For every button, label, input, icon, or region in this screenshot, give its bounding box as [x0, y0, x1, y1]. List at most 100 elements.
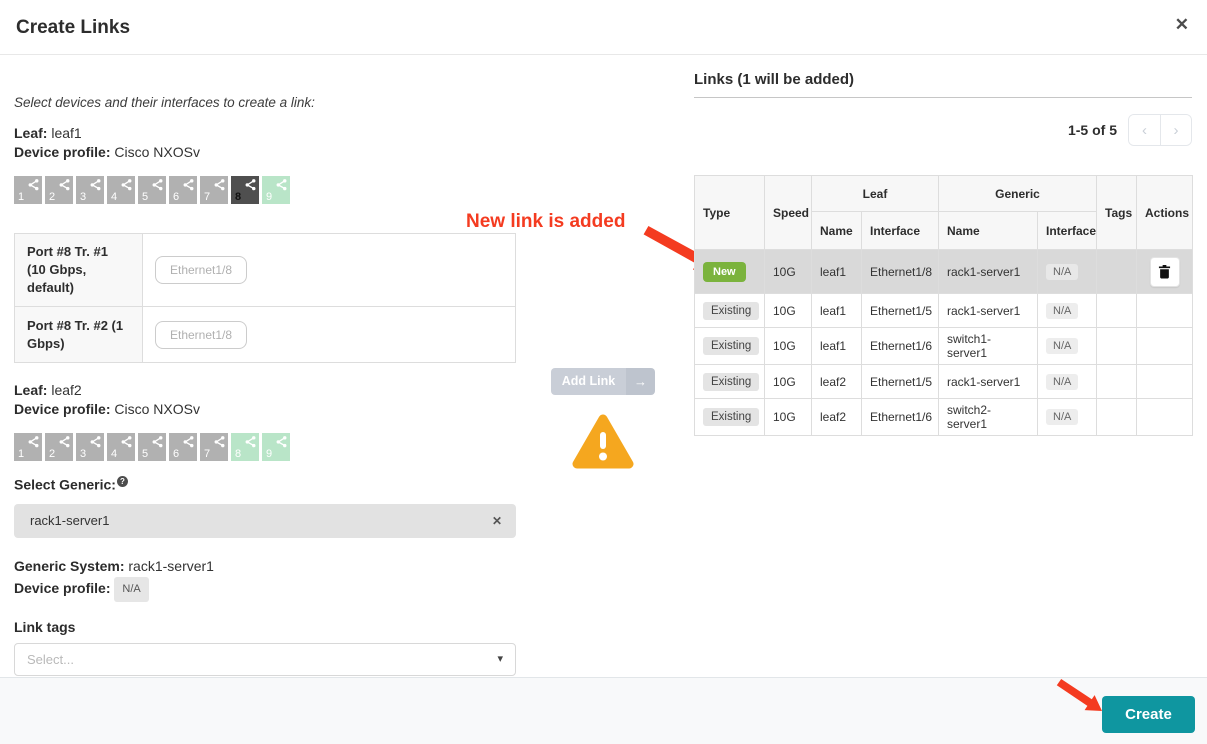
port-number: 9 [266, 448, 273, 460]
port-box-5[interactable]: 5 [138, 433, 166, 461]
pagination-range: 1-5 of 5 [1067, 122, 1117, 138]
port-box-7[interactable]: 7 [200, 176, 228, 204]
links-panel-title: Links (1 will be added) [694, 71, 1192, 98]
leaf2-info: Leaf: leaf2 Device profile: Cisco NXOSv [14, 381, 516, 419]
port-box-8[interactable]: 8 [231, 176, 259, 204]
port-number: 2 [49, 448, 56, 460]
col-group-leaf: Leaf [811, 175, 939, 212]
port-box-1[interactable]: 1 [14, 176, 42, 204]
port-box-6[interactable]: 6 [169, 176, 197, 204]
cell-generic-name: switch2-server1 [938, 398, 1038, 436]
interface-pill-tr2[interactable]: Ethernet1/8 [155, 320, 248, 349]
next-page-icon[interactable]: › [1160, 115, 1191, 145]
cell-tags [1096, 293, 1138, 328]
port-box-4[interactable]: 4 [107, 176, 135, 204]
form-instructions: Select devices and their interfaces to c… [14, 95, 315, 110]
link-tags-label: Link tags [14, 618, 76, 635]
cell-leaf-name: leaf2 [811, 398, 862, 436]
cell-type: Existing [694, 293, 765, 328]
port-number: 4 [111, 448, 118, 460]
port-box-7[interactable]: 7 [200, 433, 228, 461]
link-table-row: Existing 10G leaf2 Ethernet1/5 rack1-server1… [694, 364, 1194, 399]
cell-speed: 10G [764, 293, 812, 328]
annotation-text: New link is added [466, 211, 626, 232]
add-link-button[interactable]: Add Link → [551, 368, 655, 395]
col-header-tags: Tags [1096, 175, 1138, 250]
leaf2-profile-label: Device profile: [14, 401, 111, 417]
port-box-9[interactable]: 9 [262, 176, 290, 204]
col-header-generic-name: Name [938, 211, 1038, 250]
na-badge: N/A [1046, 373, 1079, 390]
share-nodes-icon [276, 179, 287, 191]
port-box-3[interactable]: 3 [76, 176, 104, 204]
cell-leaf-interface: Ethernet1/6 [861, 398, 939, 436]
port-number: 1 [18, 191, 25, 203]
create-button[interactable]: Create [1102, 696, 1195, 733]
col-header-leaf-name: Name [811, 211, 862, 250]
share-nodes-icon [121, 436, 132, 448]
leaf2-value: leaf2 [51, 382, 82, 398]
help-icon: ? [116, 476, 128, 487]
cell-actions [1136, 327, 1194, 365]
link-table-row: Existing 10G leaf1 Ethernet1/6 switch1-serve… [694, 327, 1194, 365]
col-header-generic-interface: Interface [1036, 211, 1098, 250]
port-box-5[interactable]: 5 [138, 176, 166, 204]
cell-generic-name: switch1-server1 [938, 327, 1038, 365]
cell-tags [1096, 398, 1138, 436]
port-box-6[interactable]: 6 [169, 433, 197, 461]
share-nodes-icon [214, 179, 225, 191]
pagination-buttons: ‹ › [1128, 114, 1192, 146]
port-number: 6 [173, 448, 180, 460]
link-table-row: Existing 10G leaf1 Ethernet1/5 rack1-server1… [694, 293, 1194, 328]
col-header-leaf-interface: Interface [861, 211, 939, 250]
links-table: Type Speed Leaf Generic Tags Actions Nam… [694, 175, 1194, 436]
port-box-2[interactable]: 2 [45, 433, 73, 461]
generic-system-input[interactable]: rack1-server1 ✕ [14, 503, 516, 538]
port-number: 8 [235, 191, 242, 203]
transformation-label: Port #8 Tr. #1 (10 Gbps, default) [14, 233, 143, 307]
interface-pill-tr1[interactable]: Ethernet1/8 [155, 256, 248, 284]
clear-icon[interactable]: ✕ [492, 504, 502, 538]
cell-actions [1136, 293, 1194, 328]
share-nodes-icon [152, 179, 163, 191]
close-icon[interactable]: ✕ [1174, 15, 1189, 34]
port-box-1[interactable]: 1 [14, 433, 42, 461]
leaf1-value: leaf1 [51, 125, 82, 141]
port-box-9[interactable]: 9 [262, 433, 290, 461]
cell-speed: 10G [764, 398, 812, 436]
link-tags-placeholder: Select... [27, 651, 74, 667]
transformation-row: Port #8 Tr. #2 (1 Gbps) Ethernet1/8 [14, 306, 516, 363]
port-box-3[interactable]: 3 [76, 433, 104, 461]
generic-system-info: Generic System: rack1-server1 Device pro… [14, 556, 516, 602]
port-number: 9 [266, 191, 273, 203]
na-badge: N/A [1046, 338, 1079, 354]
cell-generic-interface: N/A [1036, 249, 1098, 294]
links-panel: Links (1 will be added) 1-5 of 5 ‹ › Typ… [694, 55, 1194, 436]
port-number: 2 [49, 191, 56, 203]
cell-leaf-interface: Ethernet1/8 [861, 249, 939, 294]
generic-profile-label: Device profile: [14, 579, 111, 596]
cell-tags [1096, 327, 1138, 365]
share-nodes-icon [245, 179, 256, 191]
col-header-actions: Actions [1136, 175, 1194, 250]
leaf2-port-strip: 1 2 3 4 5 6 7 8 9 [14, 433, 516, 461]
cell-type: Existing [694, 398, 765, 436]
port-box-2[interactable]: 2 [45, 176, 73, 204]
generic-system-input-value: rack1-server1 [30, 512, 110, 528]
generic-profile-badge: N/A [114, 576, 149, 602]
type-badge: Existing [703, 301, 760, 320]
port-box-8[interactable]: 8 [231, 433, 259, 461]
link-tags-select[interactable]: Select... ▾ [14, 642, 516, 676]
link-table-row: New 10G leaf1 Ethernet1/8 rack1-server1 N/A [694, 249, 1194, 294]
port-number: 1 [18, 448, 25, 460]
prev-page-icon[interactable]: ‹ [1129, 115, 1160, 145]
port-box-4[interactable]: 4 [107, 433, 135, 461]
cell-leaf-interface: Ethernet1/5 [861, 364, 939, 399]
share-nodes-icon [183, 436, 194, 448]
cell-leaf-name: leaf2 [811, 364, 862, 399]
chevron-down-icon: ▾ [497, 652, 503, 665]
cell-generic-interface: N/A [1036, 293, 1098, 328]
delete-link-button[interactable] [1149, 256, 1180, 287]
cell-actions [1136, 364, 1194, 399]
